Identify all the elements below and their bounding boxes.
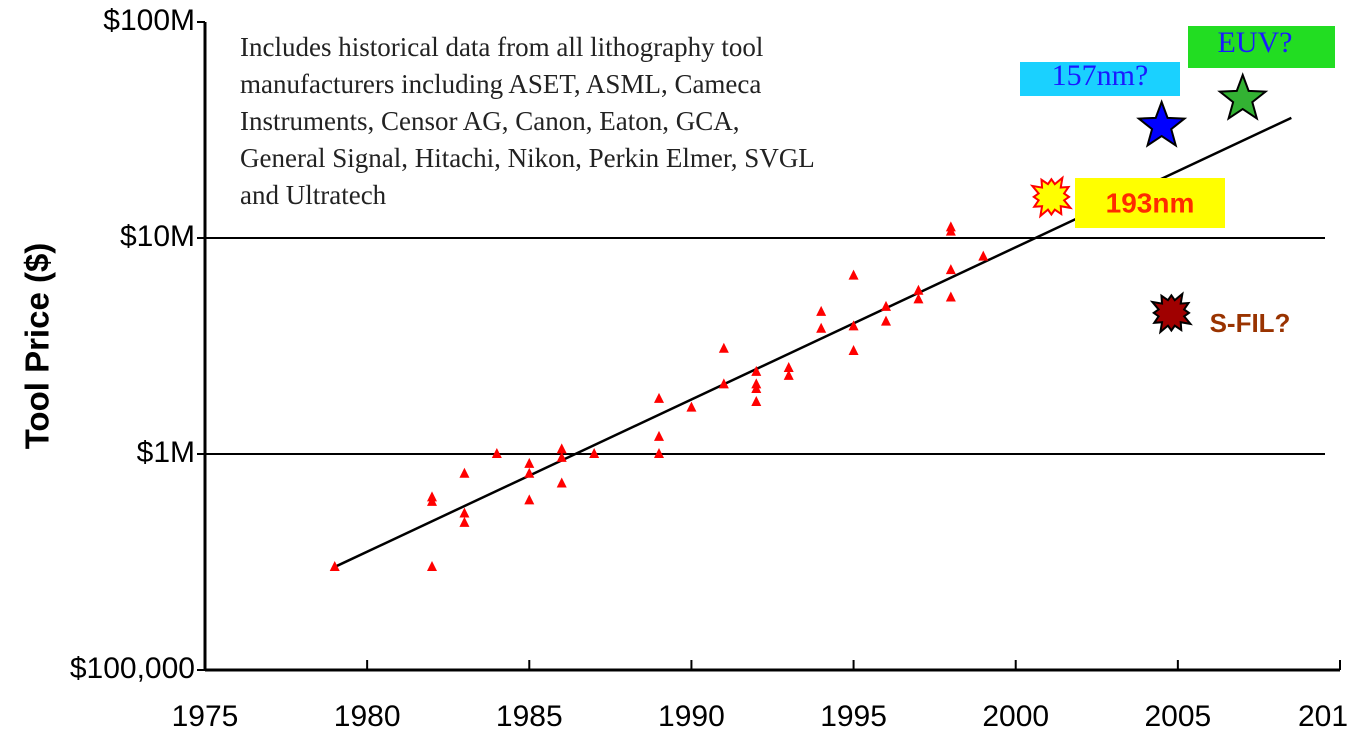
data-point xyxy=(524,467,535,478)
data-point xyxy=(524,457,535,468)
x-tick-label: 1985 xyxy=(496,700,563,733)
data-point xyxy=(881,315,891,326)
y-tick-label: $1M xyxy=(137,436,195,469)
data-point xyxy=(816,322,827,333)
annotation-box xyxy=(1188,26,1335,68)
data-point xyxy=(556,451,567,462)
data-point xyxy=(848,320,859,331)
data-point xyxy=(945,291,956,302)
data-point xyxy=(654,392,664,403)
y-tick-label: $100,000 xyxy=(70,652,195,685)
x-tick-label: 2000 xyxy=(982,700,1049,733)
data-point xyxy=(751,382,762,393)
note-line: manufacturers including ASET, ASML, Came… xyxy=(240,69,761,99)
data-point xyxy=(654,448,664,458)
data-point xyxy=(945,225,956,236)
data-point xyxy=(816,305,827,316)
data-point xyxy=(686,401,697,412)
x-tick-label: 1995 xyxy=(820,700,887,733)
annotation-box xyxy=(1020,62,1180,96)
data-point xyxy=(718,378,729,389)
data-point xyxy=(881,300,891,311)
annotation-label: S-FIL? xyxy=(1210,308,1291,338)
x-tick-label: 1980 xyxy=(334,700,401,733)
data-point xyxy=(751,365,762,376)
data-point xyxy=(427,560,437,571)
data-point xyxy=(556,477,567,488)
data-point xyxy=(459,516,470,527)
data-point xyxy=(589,448,600,458)
data-point xyxy=(945,264,956,275)
data-point xyxy=(848,344,859,355)
annotation-marker xyxy=(1029,175,1073,219)
note-line: Includes historical data from all lithog… xyxy=(240,32,763,62)
y-tick-label: $100M xyxy=(103,4,195,37)
note-line: General Signal, Hitachi, Nikon, Perkin E… xyxy=(240,143,815,173)
x-tick-label: 201 xyxy=(1298,700,1348,733)
data-point xyxy=(913,293,924,304)
annotation-marker xyxy=(1217,72,1269,121)
data-point xyxy=(783,369,794,380)
data-point xyxy=(913,284,924,295)
data-point xyxy=(848,269,859,280)
annotation-label: 157nm? xyxy=(1052,59,1149,92)
data-point xyxy=(459,467,470,478)
data-point xyxy=(459,507,470,518)
x-tick-label: 1990 xyxy=(658,700,725,733)
data-point xyxy=(978,250,989,261)
data-point xyxy=(654,430,664,441)
x-tick-label: 2005 xyxy=(1144,700,1211,733)
y-tick-label: $10M xyxy=(120,220,195,253)
data-point xyxy=(491,448,502,458)
data-point xyxy=(427,495,437,506)
data-point xyxy=(718,342,729,353)
annotation-marker xyxy=(1136,99,1188,148)
annotation-box xyxy=(1075,178,1225,228)
annotation-marker xyxy=(1149,291,1193,335)
data-point xyxy=(751,396,762,407)
x-tick-label: 1975 xyxy=(172,700,239,733)
note-line: and Ultratech xyxy=(240,180,387,210)
data-point xyxy=(783,362,794,373)
annotation-label: EUV? xyxy=(1218,26,1293,59)
annotation-label: 193nm xyxy=(1106,187,1195,218)
y-axis-label: Tool Price ($) xyxy=(19,243,56,450)
data-point xyxy=(556,443,567,454)
note-line: Instruments, Censor AG, Canon, Eaton, GC… xyxy=(240,106,739,136)
data-point xyxy=(329,560,340,571)
data-point xyxy=(524,494,535,505)
